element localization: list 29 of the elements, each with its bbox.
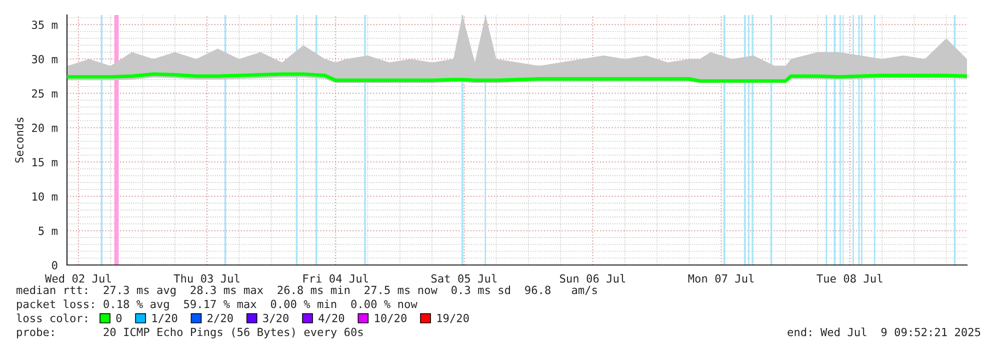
x-tick-label: Fri 04 Jul [303, 274, 368, 283]
y-axis-title: Seconds [14, 118, 24, 163]
legend-label: 19/20 [437, 314, 469, 324]
text: packet loss: 0.18 % avg 59.17 % max 0.00 % min 0.00 % now [17, 300, 418, 310]
y-tick-label: 30 m [32, 54, 58, 64]
x-tick-label: Tue 08 Jul [816, 274, 882, 283]
legend-label: 10/20 [375, 314, 406, 324]
legend-label: 3/20 [263, 314, 288, 324]
legend-label: 0 [116, 314, 122, 322]
y-tick-label: 35 m [32, 20, 58, 30]
text: median rtt: 27.3 ms avg 28.3 ms max 26.8 ms min 27.5 ms now 0.3 ms sd 96.8 am/s [16, 286, 597, 296]
y-tick-label: 5 m [38, 226, 58, 236]
text: end: Wed Jul 9 09:52:21 2025 [788, 328, 980, 336]
line-series [67, 72, 967, 83]
y-tick-label: 25 m [32, 89, 58, 98]
x-tick-label: Thu 03 Jul [174, 274, 240, 283]
x-tick-label: Sat 05 Jul [431, 274, 497, 283]
legend-title: loss color: [16, 314, 87, 322]
legend-label: 1/20 [152, 314, 178, 324]
text: probe: 20 ICMP Echo Pings (56 Bytes) every 60s [17, 328, 363, 338]
y-tick-label: 15 m [32, 158, 58, 166]
y-tick-label: 10 m [32, 192, 58, 201]
legend-label: 2/20 [208, 314, 233, 324]
x-tick-label: Sun 06 Jul [560, 274, 626, 283]
y-tick-label: 0 [52, 261, 58, 270]
x-tick-label: Mon 07 Jul [688, 274, 754, 283]
legend-label: 4/20 [318, 314, 344, 324]
x-tick-label: Wed 02 Jul [44, 274, 111, 283]
y-tick-label: 20 m [32, 124, 58, 132]
